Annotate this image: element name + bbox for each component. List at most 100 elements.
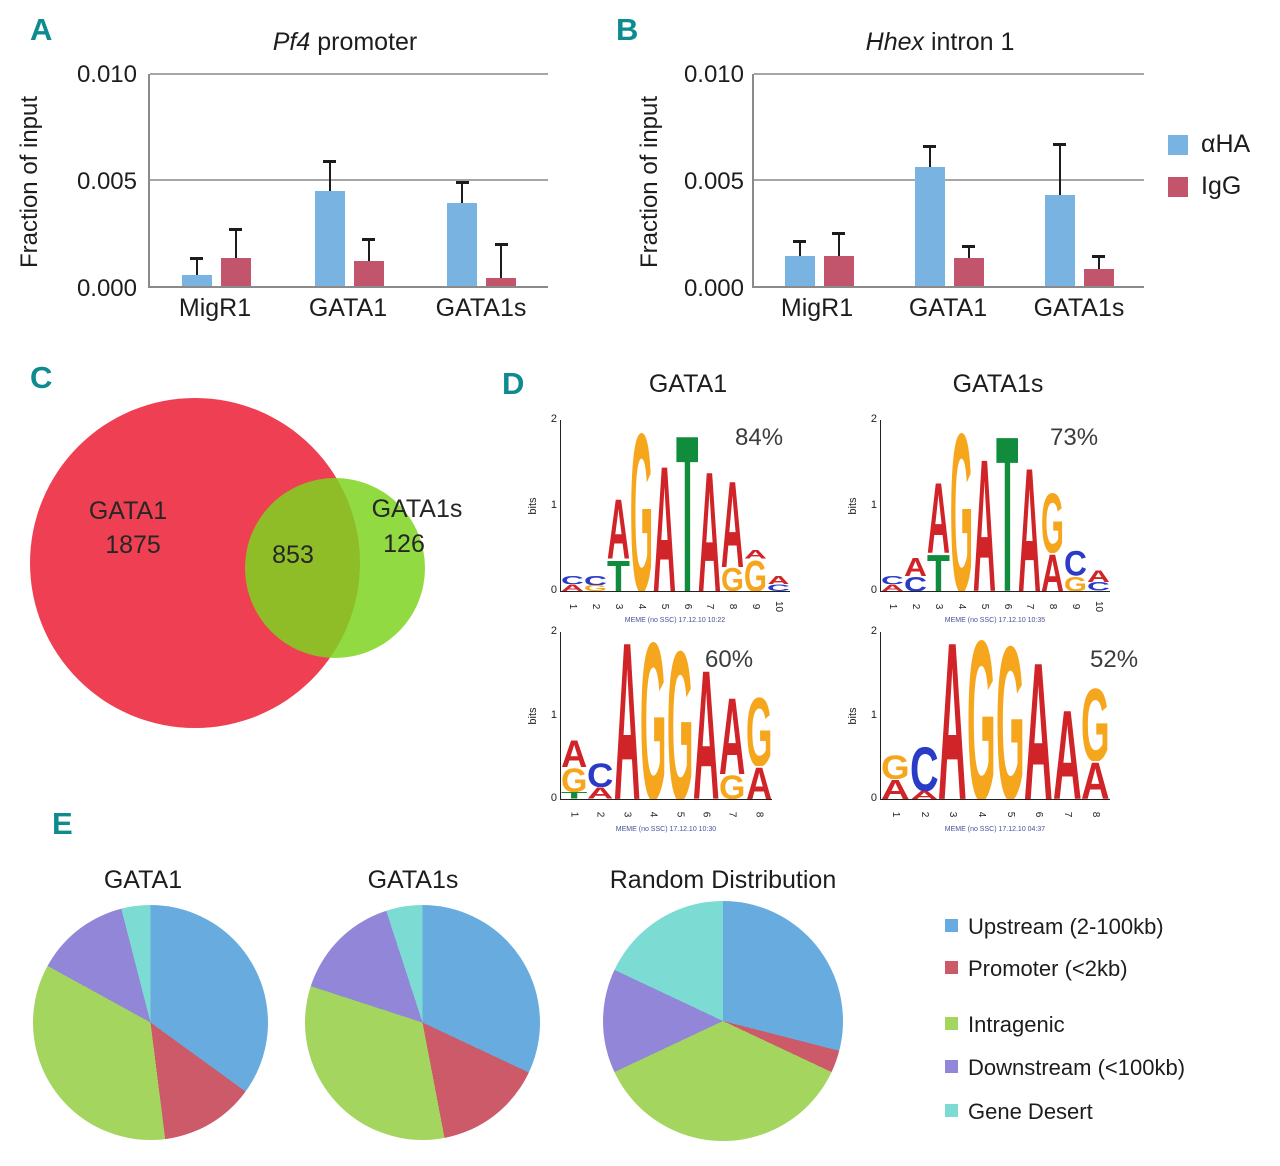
logo-letter-A: A (1024, 657, 1053, 799)
svg-text:T: T (996, 430, 1019, 591)
panel-e-letter: E (52, 806, 73, 841)
svg-text:G: G (719, 774, 745, 799)
logo-letter-A: A (1087, 570, 1110, 582)
panel-b-y-axis-label: Fraction of input (636, 95, 663, 269)
svg-text:A: A (973, 454, 996, 591)
upstream-color-swatch (945, 919, 958, 932)
panel-a-y-axis-label: Fraction of input (16, 95, 43, 269)
error-bar (798, 241, 801, 257)
pie-chart-gata1 (33, 905, 268, 1140)
panel-b-title-plain: intron 1 (924, 28, 1015, 56)
logo-x-number: 1 (886, 603, 898, 610)
logo-letter-T: T (607, 559, 630, 591)
logo-axis-tick: 1 (870, 498, 877, 511)
sequence-logo-gata1-aggaa-motif: 2 1 0 bits T G A 1 A C 2 A 3 G 4 G 5 A 6 G A 7 A G 8 (527, 625, 772, 817)
bar-MigR1-IgG (220, 258, 251, 286)
panel-a-category-gata1s: GATA1s (435, 294, 527, 322)
bar-MigR1-αHA (181, 275, 212, 286)
logo-letter-A: A (1041, 553, 1064, 591)
error-bar (234, 228, 237, 259)
logo-letter-G: G (721, 567, 744, 591)
logo-x-number: 7 (1024, 603, 1036, 610)
logo-letter-C: C (767, 584, 790, 591)
logo-letter-T: T (676, 429, 699, 591)
venn-count-gata1s: 126 (383, 530, 425, 558)
promoter-legend-label: Promoter (<2kb) (968, 956, 1128, 981)
logo-letter-C: C (904, 576, 927, 591)
gene-desert-color-swatch (945, 1104, 958, 1117)
venn-count-overlap: 853 (272, 541, 314, 569)
logo-axis-label-bits: bits (527, 496, 539, 515)
legend-item-igg: IgG (1168, 172, 1241, 201)
svg-text:G: G (881, 754, 910, 779)
sequence-logo-gata1s-aggaa-motif: 2 1 0 bits A G 1 A C 2 A 3 G 4 G 5 A 6 A 7 A G 8 (847, 625, 1110, 818)
bar-GATA1s-αHA (1044, 194, 1075, 286)
logo-letter-G: G (996, 640, 1025, 799)
logo-letter-A: A (744, 550, 767, 559)
panel-b-title-italic: Hhex (865, 28, 925, 56)
logo-axis-label-bits: bits (847, 496, 859, 515)
bar-GATA1-αHA (914, 167, 945, 286)
error-bar-cap (494, 242, 508, 246)
svg-text:A: A (561, 739, 587, 767)
svg-text:A: A (698, 467, 721, 591)
svg-text:C: C (1087, 582, 1110, 591)
panel-c-letter: C (30, 360, 53, 395)
logo-letter-A: A (767, 576, 790, 585)
panel-a-title-italic: Pf4 (272, 28, 311, 56)
logo-letter-C: C (561, 576, 584, 585)
logo-letter-G: G (630, 427, 653, 591)
panel-b-category-gata1: GATA1 (908, 294, 988, 322)
panel-a-category-migr1: MigR1 (178, 294, 252, 322)
panel-a-ytick-0000: 0.000 (76, 275, 137, 302)
svg-text:A: A (721, 477, 744, 567)
logo-x-number: 10 (1093, 600, 1105, 613)
logo-x-number: 9 (1070, 603, 1082, 610)
svg-text:C: C (881, 576, 904, 585)
svg-text:G: G (996, 640, 1025, 799)
logo-x-number: 8 (753, 811, 765, 818)
error-bar (367, 239, 370, 261)
logo-position-10: C A 10 (1087, 420, 1110, 612)
logo-axis-tick: 2 (870, 413, 877, 425)
logo-x-number: 6 (681, 603, 693, 610)
logo-x-number: 7 (726, 811, 738, 818)
svg-text:A: A (881, 584, 904, 591)
panel-a-title: Pf4 promoter (165, 28, 525, 57)
svg-text:G: G (1041, 491, 1064, 553)
svg-text:G: G (746, 695, 772, 766)
logo-x-number: 7 (704, 603, 716, 610)
intragenic-legend-label: Intragenic (968, 1012, 1065, 1037)
svg-text:A: A (719, 695, 745, 774)
logo-letter-A: A (653, 461, 676, 591)
logo-position-10: C A 10 (767, 420, 790, 612)
logo-x-number: 3 (612, 603, 624, 610)
error-bar-cap (793, 240, 806, 244)
logo-x-number: 10 (773, 600, 785, 613)
logo-x-number: 6 (1001, 603, 1013, 610)
logo-axis-label-bits: bits (527, 706, 539, 725)
gridline (150, 73, 548, 75)
logo-letter-A: A (973, 454, 996, 591)
logo-x-number: 7 (1061, 811, 1073, 818)
error-bar-cap (832, 232, 845, 235)
error-bar (837, 233, 840, 257)
motif-percent-gata1-gata: 84% (735, 424, 784, 451)
error-bar-cap (962, 244, 975, 248)
logo-letter-A: A (587, 787, 613, 799)
logo-letter-G: G (950, 427, 973, 591)
logo-letter-A: A (721, 477, 744, 567)
